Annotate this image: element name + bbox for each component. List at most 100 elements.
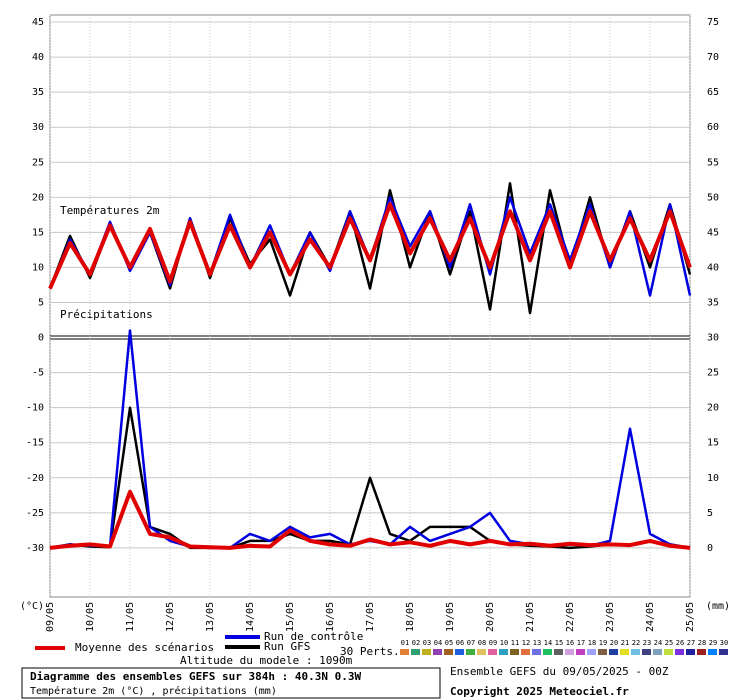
y2-tick-label: 35 bbox=[707, 297, 719, 308]
perturbation-swatch bbox=[521, 649, 530, 655]
y-unit: (°C) bbox=[20, 601, 44, 612]
perturbation-swatch bbox=[576, 649, 585, 655]
perturbation-label: 07 bbox=[467, 639, 475, 647]
perturbation-swatch bbox=[477, 649, 486, 655]
legend-label: Run de contrôle bbox=[264, 630, 363, 643]
perturbation-label: 23 bbox=[643, 639, 651, 647]
y2-tick-label: 50 bbox=[707, 192, 719, 203]
perturbation-swatch bbox=[587, 649, 596, 655]
temperature-label: Températures 2m bbox=[60, 204, 160, 217]
perturbations-label: 30 Perts. bbox=[340, 645, 400, 658]
y-tick-label: -15 bbox=[26, 438, 44, 449]
y-tick-label: -5 bbox=[32, 368, 44, 379]
x-tick-label: 14/05 bbox=[245, 602, 256, 632]
perturbation-swatch bbox=[686, 649, 695, 655]
perturbation-label: 18 bbox=[588, 639, 596, 647]
perturbation-swatch bbox=[664, 649, 673, 655]
perturbation-label: 20 bbox=[610, 639, 618, 647]
perturbation-swatch bbox=[510, 649, 519, 655]
perturbation-swatch bbox=[554, 649, 563, 655]
x-tick-label: 20/05 bbox=[485, 602, 496, 632]
perturbation-label: 04 bbox=[434, 639, 442, 647]
y-tick-label: 15 bbox=[32, 227, 44, 238]
info-subtitle: Température 2m (°C) , précipitations (mm… bbox=[30, 685, 277, 697]
y2-tick-label: 70 bbox=[707, 52, 719, 63]
x-tick-label: 19/05 bbox=[445, 602, 456, 632]
copyright: Copyright 2025 Meteociel.fr bbox=[450, 685, 629, 698]
perturbation-label: 06 bbox=[456, 639, 464, 647]
perturbation-swatch bbox=[620, 649, 629, 655]
x-tick-label: 24/05 bbox=[645, 602, 656, 632]
perturbation-swatch bbox=[411, 649, 420, 655]
x-tick-label: 23/05 bbox=[605, 602, 616, 632]
perturbation-swatch bbox=[433, 649, 442, 655]
perturbation-label: 16 bbox=[566, 639, 574, 647]
perturbation-swatch bbox=[543, 649, 552, 655]
y2-tick-label: 20 bbox=[707, 403, 719, 414]
perturbation-label: 09 bbox=[489, 639, 497, 647]
perturbation-label: 05 bbox=[445, 639, 453, 647]
x-tick-label: 18/05 bbox=[405, 602, 416, 632]
y2-tick-label: 60 bbox=[707, 122, 719, 133]
legend-label: Moyenne des scénarios bbox=[75, 641, 214, 654]
y2-tick-label: 65 bbox=[707, 87, 719, 98]
perturbation-swatch bbox=[499, 649, 508, 655]
y2-tick-label: 55 bbox=[707, 157, 719, 168]
perturbation-label: 26 bbox=[676, 639, 684, 647]
x-tick-label: 17/05 bbox=[365, 602, 376, 632]
y-tick-label: -25 bbox=[26, 508, 44, 519]
perturbation-label: 22 bbox=[632, 639, 640, 647]
perturbation-label: 29 bbox=[709, 639, 717, 647]
perturbation-swatch bbox=[565, 649, 574, 655]
x-tick-label: 16/05 bbox=[325, 602, 336, 632]
perturbation-swatch bbox=[631, 649, 640, 655]
perturbation-label: 19 bbox=[599, 639, 607, 647]
perturbation-swatch bbox=[697, 649, 706, 655]
perturbation-swatch bbox=[598, 649, 607, 655]
x-tick-label: 09/05 bbox=[45, 602, 56, 632]
perturbation-swatch bbox=[466, 649, 475, 655]
y-tick-label: 45 bbox=[32, 17, 44, 28]
y2-tick-label: 45 bbox=[707, 227, 719, 238]
perturbation-label: 28 bbox=[698, 639, 706, 647]
perturbation-label: 24 bbox=[654, 639, 662, 647]
perturbation-swatch bbox=[653, 649, 662, 655]
perturbation-label: 03 bbox=[423, 639, 431, 647]
perturbation-label: 02 bbox=[412, 639, 420, 647]
perturbation-swatch bbox=[532, 649, 541, 655]
y-tick-label: 30 bbox=[32, 122, 44, 133]
perturbation-label: 12 bbox=[522, 639, 530, 647]
perturbation-swatch bbox=[422, 649, 431, 655]
y2-tick-label: 25 bbox=[707, 368, 719, 379]
info-title: Diagramme des ensembles GEFS sur 384h : … bbox=[30, 670, 362, 683]
x-tick-label: 13/05 bbox=[205, 602, 216, 632]
perturbation-swatch bbox=[719, 649, 728, 655]
perturbation-label: 15 bbox=[555, 639, 563, 647]
x-tick-label: 12/05 bbox=[165, 602, 176, 632]
x-tick-label: 15/05 bbox=[285, 602, 296, 632]
y2-tick-label: 10 bbox=[707, 473, 719, 484]
temperature-line bbox=[48, 202, 692, 290]
perturbation-label: 01 bbox=[401, 639, 409, 647]
perturbation-swatch bbox=[400, 649, 409, 655]
perturbation-swatch bbox=[444, 649, 453, 655]
y2-tick-label: 30 bbox=[707, 333, 719, 344]
y2-tick-label: 40 bbox=[707, 262, 719, 273]
x-tick-label: 25/05 bbox=[685, 602, 696, 632]
y-tick-label: 5 bbox=[38, 297, 44, 308]
y-tick-label: 25 bbox=[32, 157, 44, 168]
y2-tick-label: 5 bbox=[707, 508, 713, 519]
y2-tick-label: 75 bbox=[707, 17, 719, 28]
y-tick-label: 0 bbox=[38, 333, 44, 344]
legend-label: Run GFS bbox=[264, 640, 310, 653]
info-box bbox=[21, 667, 441, 699]
perturbation-label: 08 bbox=[478, 639, 486, 647]
y-tick-label: 40 bbox=[32, 52, 44, 63]
altitude: Altitude du modele : 1090m bbox=[180, 654, 353, 667]
perturbation-label: 11 bbox=[511, 639, 519, 647]
x-tick-label: 21/05 bbox=[525, 602, 536, 632]
precipitation-label: Précipitations bbox=[60, 308, 153, 321]
x-tick-label: 10/05 bbox=[85, 602, 96, 632]
y-tick-label: -20 bbox=[26, 473, 44, 484]
